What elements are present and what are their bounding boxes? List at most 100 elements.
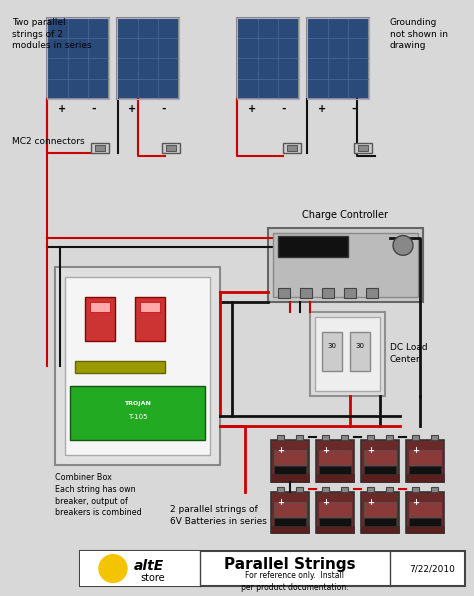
Bar [322,288,334,298]
Bar [85,297,115,342]
Bar [55,267,220,465]
Bar [361,526,399,533]
Text: Two parallel
strings of 2
modules in series: Two parallel strings of 2 modules in ser… [12,18,91,51]
Text: Grounding
not shown in
drawing: Grounding not shown in drawing [390,18,448,51]
Bar [278,288,290,298]
Bar [406,526,444,533]
Text: +: + [128,104,137,114]
Bar [316,492,354,533]
Bar [364,517,396,527]
Bar [47,18,109,99]
Text: +: + [248,104,256,114]
Text: +: + [322,498,329,507]
Text: +: + [367,446,374,455]
Bar [358,145,368,151]
Bar [431,487,438,492]
Bar [322,487,329,492]
Bar [322,331,342,371]
Bar [409,451,441,465]
Bar [366,288,378,298]
Bar [367,436,374,440]
Text: +: + [58,104,66,114]
Bar [307,18,369,99]
Text: Charge Controller: Charge Controller [302,210,389,220]
Bar [237,18,299,99]
Text: -: - [351,104,356,114]
Bar [283,144,301,153]
Text: +: + [412,446,419,455]
Bar [341,436,348,440]
Bar [386,487,393,492]
Bar [274,466,306,476]
Bar [271,440,309,482]
Bar [316,474,354,482]
Bar [361,474,399,482]
Bar [316,526,354,533]
Bar [117,18,179,99]
Bar [271,526,309,533]
Circle shape [99,555,127,582]
Bar [406,440,444,482]
Bar [406,474,444,482]
Bar [65,277,210,455]
Text: 30: 30 [328,343,337,349]
Bar [319,466,351,476]
Bar [364,451,396,465]
Bar [296,436,303,440]
Text: 7/22/2010: 7/22/2010 [409,564,455,573]
Bar [344,288,356,298]
Bar [278,235,348,257]
Text: 30: 30 [356,343,365,349]
Bar [91,144,109,153]
Bar [90,302,110,312]
Bar [431,436,438,440]
Bar [271,474,309,482]
Text: TROJAN: TROJAN [124,401,151,406]
Bar [300,288,312,298]
Text: +: + [319,104,327,114]
Bar [274,502,306,517]
Bar [75,361,165,373]
Bar [412,436,419,440]
Bar [409,502,441,517]
Text: For reference only.  Install
per product documentation.: For reference only. Install per product … [241,571,349,592]
Text: 2 parallel strings of
6V Batteries in series: 2 parallel strings of 6V Batteries in se… [170,505,267,526]
Bar [271,492,309,533]
Bar [140,302,160,312]
Bar [367,487,374,492]
Bar [80,551,465,586]
Bar [409,517,441,527]
Bar [354,144,372,153]
Text: +: + [367,498,374,507]
Bar [322,436,329,440]
Bar [268,228,423,302]
Text: MC2 connectors: MC2 connectors [12,136,85,145]
Bar [287,145,297,151]
Bar [277,487,284,492]
Bar [315,316,380,391]
Bar [80,551,200,586]
Text: Combiner Box
Each string has own
breaker, output of
breakers is combined: Combiner Box Each string has own breaker… [55,473,142,517]
Text: -: - [281,104,286,114]
Bar [162,144,180,153]
Bar [409,466,441,476]
Bar [364,466,396,476]
Bar [296,487,303,492]
Bar [361,440,399,482]
Text: store: store [140,573,164,583]
Bar [277,436,284,440]
Bar [117,18,179,99]
Text: Parallel Strings: Parallel Strings [224,557,356,572]
Bar [361,492,399,533]
Bar [319,451,351,465]
Text: +: + [277,498,284,507]
Bar [47,18,109,99]
Bar [341,487,348,492]
Bar [412,487,419,492]
Bar [274,517,306,527]
Bar [95,145,105,151]
Bar [406,492,444,533]
Bar [166,145,176,151]
Text: +: + [412,498,419,507]
Bar [273,232,418,297]
